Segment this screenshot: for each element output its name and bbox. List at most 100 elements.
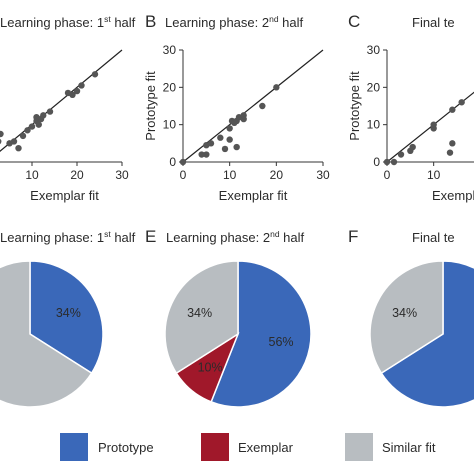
y-tick-label: 10 <box>367 118 381 132</box>
data-point <box>207 140 215 147</box>
pie-slice-similar <box>0 260 93 408</box>
panel-title-sup: st <box>104 14 111 24</box>
legend-swatch-prototype <box>60 433 88 461</box>
legend-swatch-similar <box>345 433 373 461</box>
legend-item-similar: Similar fit <box>345 433 436 461</box>
y-tick-label: 10 <box>163 118 177 132</box>
legend-item-exemplar: Exemplar <box>201 433 294 461</box>
panel-c: C Final te 0 10 0 10 20 30 Exempla Prototype fit <box>347 12 474 203</box>
pie-label: 56% <box>269 335 294 349</box>
data-point <box>446 149 454 156</box>
data-point <box>233 143 240 151</box>
panel-letter: F <box>348 227 358 246</box>
data-point <box>226 125 233 132</box>
legend-label: Prototype <box>98 440 154 455</box>
panel-f: F Final te 34% <box>348 227 474 408</box>
y-tick-label: 20 <box>367 80 381 94</box>
x-tick-label: 10 <box>427 168 441 182</box>
data-point <box>73 87 81 95</box>
panel-title-main: Learning phase: 2 <box>165 15 269 30</box>
pie-label: 34% <box>187 306 212 320</box>
data-point <box>91 71 99 78</box>
pie-slice-prototype <box>380 260 474 408</box>
x-axis-label: Exemplar fit <box>30 188 99 203</box>
x-tick-label: 0 <box>180 168 187 182</box>
y-tick-label: 0 <box>169 155 176 169</box>
y-tick-label: 30 <box>163 43 177 57</box>
data-point <box>28 123 36 130</box>
pie-slice-similar <box>164 260 239 375</box>
pie-slice-similar <box>369 260 444 375</box>
panel-title: Learning phase: 2nd half <box>165 14 304 30</box>
data-point <box>409 143 416 151</box>
data-point <box>217 134 224 141</box>
y-axis-label: Prototype fit <box>143 71 158 141</box>
panel-b: B Learning phase: 2nd half 0 10 20 30 0 10 20 30 E… <box>143 12 330 203</box>
panel-title-sup: st <box>104 229 111 239</box>
panel-title-tail: half <box>111 15 136 30</box>
panel-title-main: Learning phase: 1 <box>0 15 104 30</box>
y-axis-label: Prototype fit <box>347 71 362 141</box>
x-tick-label: 10 <box>25 168 39 182</box>
panel-title: Learning phase: 1st half <box>0 229 136 245</box>
data-point <box>203 151 210 158</box>
data-point <box>19 132 27 140</box>
data-point <box>40 112 47 119</box>
identity-line <box>386 91 474 163</box>
x-tick-label: 20 <box>70 168 84 182</box>
data-point <box>273 84 280 91</box>
panel-title-tail: half <box>111 230 136 245</box>
data-point <box>46 108 54 115</box>
data-point <box>383 158 391 166</box>
data-point <box>240 112 247 119</box>
panel-title-sup: nd <box>269 14 279 24</box>
x-tick-label: 30 <box>316 168 330 182</box>
panel-title-tail: half <box>279 15 304 30</box>
panel-title: Learning phase: 2nd half <box>166 229 305 245</box>
data-point <box>35 121 42 128</box>
data-point <box>33 114 40 121</box>
panel-letter: C <box>348 12 360 31</box>
y-tick-label: 0 <box>373 155 380 169</box>
data-point <box>226 136 233 143</box>
data-point <box>449 106 456 113</box>
x-tick-label: 10 <box>223 168 237 182</box>
legend-item-prototype: Prototype <box>60 433 154 461</box>
panel-letter: B <box>145 12 156 31</box>
data-point <box>179 158 187 166</box>
panel-a: Learning phase: 1st half 10 20 30 Exemplar f… <box>0 14 136 203</box>
x-tick-label: 30 <box>115 168 129 182</box>
legend-label: Similar fit <box>382 440 436 455</box>
panel-title-tail: half <box>280 230 305 245</box>
data-point <box>69 91 76 99</box>
data-point <box>24 127 31 134</box>
legend: Prototype Exemplar Similar fit <box>60 433 436 461</box>
data-point <box>0 130 4 138</box>
panel-title: Final te <box>412 15 455 30</box>
y-tick-label: 30 <box>367 43 381 57</box>
panel-title: Final te <box>412 230 455 245</box>
panel-title-sup: nd <box>270 229 280 239</box>
data-point <box>221 145 229 153</box>
pie-label: 34% <box>56 306 81 320</box>
data-point <box>397 151 405 158</box>
data-point <box>198 151 205 158</box>
panel-d: Learning phase: 1st half 34% <box>0 229 136 408</box>
x-axis-label: Exempla <box>432 188 474 203</box>
data-point <box>15 144 22 152</box>
y-tick-label: 20 <box>163 80 177 94</box>
pie-slice-prototype <box>210 260 312 408</box>
panel-title: Learning phase: 1st half <box>0 14 136 30</box>
x-tick-label: 0 <box>384 168 391 182</box>
pie-label: 10% <box>198 361 223 375</box>
panel-title-main: Final te <box>412 15 455 30</box>
data-point <box>10 138 18 145</box>
data-point <box>430 121 437 128</box>
panel-letter: E <box>145 227 156 246</box>
legend-swatch-exemplar <box>201 433 229 461</box>
panel-title-main: Learning phase: 2 <box>166 230 270 245</box>
panel-e: E Learning phase: 2nd half 56% 10% 34% <box>145 227 312 408</box>
data-point <box>449 140 456 147</box>
data-point <box>259 102 266 110</box>
